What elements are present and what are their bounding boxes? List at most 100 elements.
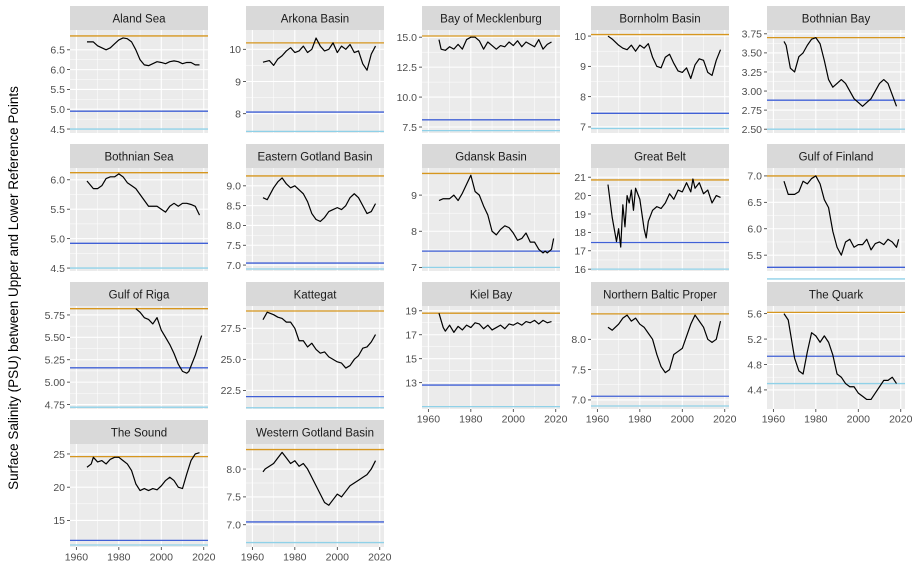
x-tick-label: 2020 (889, 414, 912, 426)
panel-great-belt: Great Belt 21 20 19 18 17 16 (574, 144, 729, 276)
y-tick-label: 20 (574, 190, 586, 202)
x-tick-label: 2000 (150, 552, 174, 564)
panel-strip (767, 144, 905, 168)
y-tick-label: 9 (411, 190, 417, 202)
x-tick-label: 2020 (713, 414, 737, 426)
salinity-series-line (783, 37, 898, 107)
x-tick-label: 1960 (586, 414, 610, 426)
x-tick-label: 1980 (459, 414, 483, 426)
y-tick-label: 21 (574, 172, 586, 184)
y-tick-label: 10.0 (397, 92, 418, 104)
y-tick-label: 5.5 (50, 204, 65, 216)
panel-gulf-of-riga: Gulf of Riga 5.75 5.50 5.25 5.00 4.75 (45, 282, 208, 411)
panel-title: Great Belt (634, 152, 687, 164)
y-tick-label: 6.0 (747, 224, 762, 236)
salinity-series-line (783, 313, 898, 401)
y-tick-label: 3.00 (742, 86, 763, 98)
y-tick-label: 15.0 (397, 32, 418, 44)
panel-strip (246, 6, 384, 30)
y-tick-label: 3.75 (742, 29, 763, 41)
panel-gdansk-basin: Gdansk Basin 9 8 7 (411, 144, 560, 274)
y-tick-label: 5.5 (747, 250, 762, 262)
y-tick-label: 7.5 (226, 240, 241, 252)
y-tick-label: 13 (405, 377, 417, 389)
y-tick-label: 5.0 (50, 233, 65, 245)
panel-bothnian-bay: Bothnian Bay 3.75 3.50 3.25 3.00 2.75 2.50 (742, 6, 905, 136)
panel-title: Kiel Bay (470, 290, 512, 302)
salinity-series-line (607, 35, 722, 80)
x-tick-label: 1960 (241, 552, 265, 564)
y-tick-label: 20 (53, 482, 65, 494)
plot-area (70, 168, 208, 271)
y-tick-label: 12.5 (397, 62, 418, 74)
y-tick-label: 3.50 (742, 48, 763, 60)
x-tick-label: 1980 (283, 552, 307, 564)
panel-strip (246, 420, 384, 444)
y-tick-label: 4.5 (50, 263, 65, 275)
panel-western-gotland-basin: Western Gotland Basin 8.0 7.5 7.0 1960 1980 20… (226, 420, 392, 564)
y-tick-label: 19 (574, 209, 586, 221)
plot-area (246, 306, 384, 409)
panel-title: Gulf of Riga (109, 290, 170, 302)
y-tick-label: 5.00 (45, 377, 66, 389)
panel-strip (246, 144, 384, 168)
plot-area (422, 306, 560, 409)
salinity-series-line (438, 36, 552, 51)
panel-title: Northern Baltic Proper (603, 290, 717, 302)
panel-title: Bornholm Basin (619, 14, 700, 26)
panel-strip (70, 6, 208, 30)
panel-kattegat: Kattegat 27.5 25.0 22.5 (221, 282, 384, 409)
panel-title: Bothnian Bay (802, 14, 871, 26)
y-tick-label: 7.0 (226, 520, 241, 532)
x-tick-label: 1960 (762, 414, 786, 426)
salinity-series-line (86, 173, 201, 216)
y-tick-label: 8.0 (226, 464, 241, 476)
x-tick-label: 2000 (671, 414, 695, 426)
salinity-series-line (607, 314, 722, 374)
panel-strip (767, 282, 905, 306)
plot-area (246, 444, 384, 547)
panel-title: The Sound (111, 428, 167, 440)
panel-strip (422, 6, 560, 30)
panel-eastern-gotland-basin: Eastern Gotland Basin 9.0 8.5 8.0 7.5 7.0 (226, 144, 384, 272)
panel-title: The Quark (809, 290, 864, 302)
salinity-series-line (135, 308, 203, 374)
y-tick-label: 5.0 (50, 104, 65, 116)
y-tick-label: 17 (574, 246, 586, 258)
panel-aland-sea: Aland Sea 6.5 6.0 5.5 5.0 4.5 (50, 6, 208, 136)
salinity-series-line (262, 311, 377, 369)
panel-strip (422, 144, 560, 168)
y-tick-label: 2.75 (742, 105, 763, 117)
salinity-series-line (262, 37, 377, 71)
y-tick-label: 7.0 (571, 395, 586, 407)
salinity-series-line (783, 175, 900, 256)
plot-area (70, 30, 208, 133)
y-tick-label: 4.8 (747, 359, 762, 371)
panel-strip (70, 282, 208, 306)
y-tick-label: 9 (235, 76, 241, 88)
y-tick-label: 4.75 (45, 399, 66, 411)
y-tick-label: 7.5 (402, 122, 417, 134)
panel-bornholm-basin: Bornholm Basin 10 9 8 7 (574, 6, 729, 134)
plot-area (70, 444, 208, 547)
x-tick-label: 2020 (544, 414, 568, 426)
y-tick-label: 5.50 (45, 332, 66, 344)
x-tick-label: 2000 (502, 414, 526, 426)
y-tick-label: 25.0 (221, 354, 242, 366)
plot-area (767, 168, 905, 271)
panel-title: Kattegat (294, 290, 338, 302)
y-tick-label: 4.5 (50, 124, 65, 136)
plot-area (767, 306, 905, 409)
y-tick-label: 8.5 (226, 200, 241, 212)
y-tick-label: 7.0 (226, 260, 241, 272)
y-tick-label: 17 (405, 330, 417, 342)
panel-strip (422, 282, 560, 306)
panel-title: Western Gotland Basin (256, 428, 374, 440)
y-tick-label: 7.5 (226, 492, 241, 504)
y-tick-label: 6.0 (50, 175, 65, 187)
y-tick-label: 9 (580, 61, 586, 73)
x-tick-label: 1980 (107, 552, 131, 564)
y-tick-label: 15 (53, 515, 65, 527)
salinity-series-line (438, 313, 552, 333)
